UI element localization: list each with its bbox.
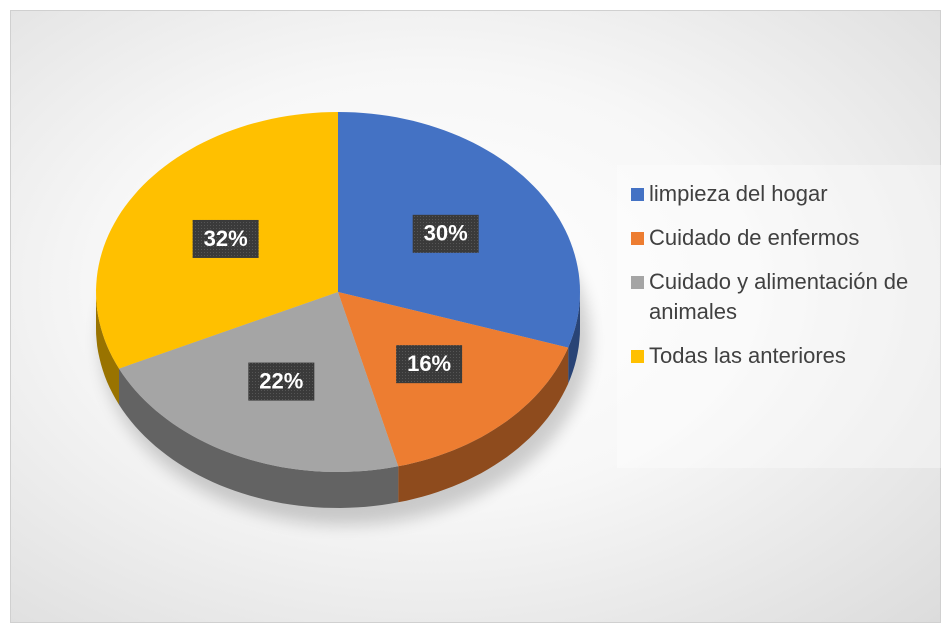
legend: limpieza del hogar Cuidado de enfermos Cui… bbox=[617, 165, 942, 468]
data-label: 32% bbox=[204, 226, 248, 251]
data-label: 30% bbox=[424, 221, 468, 246]
pie-side bbox=[96, 292, 119, 405]
legend-label: Todas las anteriores bbox=[649, 343, 846, 368]
legend-swatch bbox=[631, 276, 644, 289]
legend-item: limpieza del hogar bbox=[631, 179, 934, 209]
legend-swatch bbox=[631, 350, 644, 363]
data-label: 16% bbox=[407, 351, 451, 376]
pie-side bbox=[568, 292, 580, 384]
label-box bbox=[248, 362, 315, 401]
label-box bbox=[412, 214, 479, 253]
pie-side bbox=[119, 368, 399, 508]
legend-item: Cuidado y alimentación de animales bbox=[631, 267, 934, 327]
legend-label: Cuidado y alimentación de animales bbox=[649, 269, 909, 324]
legend-label: limpieza del hogar bbox=[649, 181, 828, 206]
data-label: 22% bbox=[259, 368, 303, 393]
legend-label: Cuidado de enfermos bbox=[649, 225, 860, 250]
pie-side bbox=[398, 347, 569, 503]
legend-swatch bbox=[631, 232, 644, 245]
legend-item: Todas las anteriores bbox=[631, 341, 934, 371]
legend-swatch bbox=[631, 188, 644, 201]
legend-item: Cuidado de enfermos bbox=[631, 223, 934, 253]
label-box bbox=[396, 345, 463, 384]
label-box bbox=[192, 219, 259, 258]
